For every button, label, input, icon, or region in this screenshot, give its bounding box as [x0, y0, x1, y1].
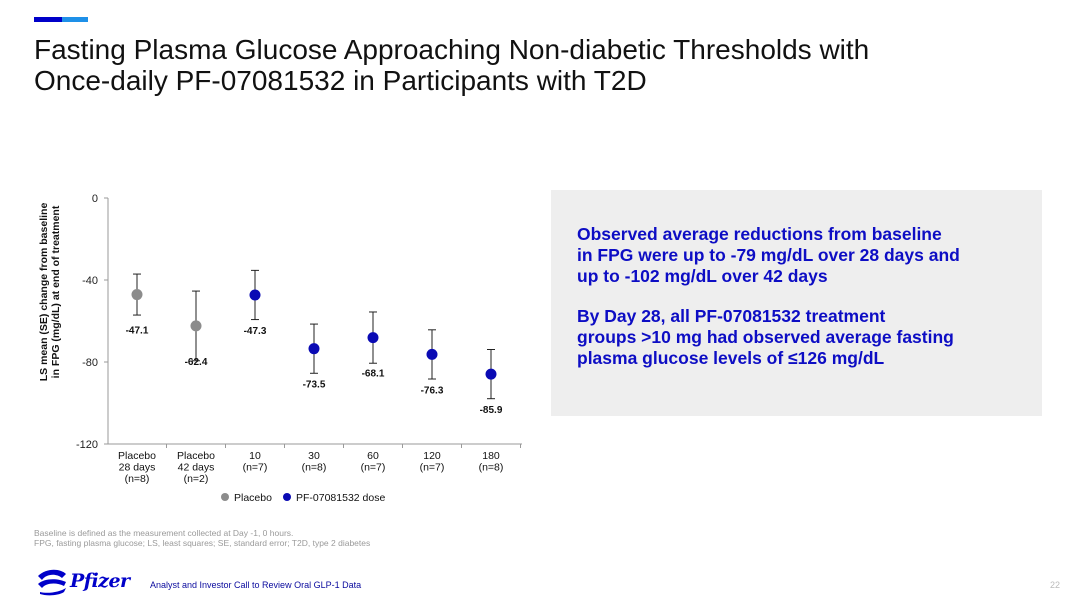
- data-point-group: -85.9: [480, 348, 503, 416]
- footer-caption: Analyst and Investor Call to Review Oral…: [150, 580, 362, 590]
- accent-bar-light: [62, 17, 88, 22]
- category-label-line: (n=7): [361, 462, 386, 474]
- footnote-1: Baseline is defined as the measurement c…: [34, 528, 294, 538]
- y-tick-label: -120: [76, 439, 98, 451]
- category-label-line: Placebo: [177, 450, 215, 462]
- data-point: [249, 289, 261, 301]
- title-line-1: Fasting Plasma Glucose Approaching Non-d…: [34, 34, 870, 65]
- category-label-line: (n=8): [125, 473, 150, 485]
- data-label: -47.3: [244, 326, 267, 337]
- data-point-group: -68.1: [362, 311, 385, 380]
- data-point: [308, 343, 320, 355]
- footnotes: Baseline is defined as the measurement c…: [34, 528, 370, 548]
- category-label: Placebo 42 days (n=2): [177, 450, 215, 485]
- category-label-line: 42 days: [178, 462, 215, 474]
- finding-2: By Day 28, all PF-07081532 treatment gro…: [577, 306, 954, 368]
- y-axis-title: LS mean (SE) change from baseline in FPG…: [38, 203, 62, 382]
- y-axis-title-line-2: in FPG (mg/dL) at end of treatment: [50, 205, 62, 378]
- category-label: 60 (n=7): [361, 450, 386, 474]
- data-point: [367, 332, 379, 344]
- data-point: [426, 348, 438, 360]
- category-label-line: 120: [423, 450, 441, 462]
- legend-label: PF-07081532 dose: [296, 492, 385, 504]
- category-label-line: (n=7): [243, 462, 268, 474]
- data-label: -68.1: [362, 369, 385, 380]
- data-point: [190, 320, 202, 332]
- data-point-group: -47.1: [126, 273, 149, 337]
- data-label: -85.9: [480, 405, 503, 416]
- y-axis-title-line-1: LS mean (SE) change from baseline: [38, 203, 50, 382]
- y-tick-label: -40: [82, 275, 98, 287]
- data-point: [485, 368, 497, 380]
- fpg-chart: LS mean (SE) change from baseline in FPG…: [30, 185, 540, 515]
- y-tick-label: 0: [92, 193, 98, 205]
- category-label: 10 (n=7): [243, 450, 268, 474]
- key-findings-callout: Observed average reductions from baselin…: [551, 190, 1042, 416]
- title-line-2: Once-daily PF-07081532 in Participants w…: [34, 65, 647, 96]
- category-label-line: 180: [482, 450, 500, 462]
- category-label-line: (n=7): [420, 462, 445, 474]
- legend: Placebo PF-07081532 dose: [221, 492, 385, 504]
- category-label-line: (n=2): [184, 473, 209, 485]
- category-label-line: Placebo: [118, 450, 156, 462]
- y-tick-label: -80: [82, 357, 98, 369]
- category-label-line: 30: [308, 450, 320, 462]
- legend-item: PF-07081532 dose: [283, 492, 385, 504]
- category-label: Placebo 28 days (n=8): [118, 450, 156, 485]
- category-label-line: (n=8): [302, 462, 327, 474]
- slide-title: Fasting Plasma Glucose Approaching Non-d…: [34, 34, 1034, 96]
- data-point-group: -62.4: [185, 290, 208, 368]
- data-marks: -47.1 -62.4 -47.3 -73.5 -68.1 -76.3 -85.9: [126, 269, 503, 416]
- category-label-line: 10: [249, 450, 261, 462]
- legend-marker: [221, 493, 229, 501]
- data-point-group: -73.5: [303, 323, 326, 391]
- legend-label: Placebo: [234, 492, 272, 504]
- category-labels: Placebo 28 days (n=8)Placebo 42 days (n=2)10…: [118, 450, 503, 485]
- category-label: 120 (n=7): [420, 450, 445, 474]
- accent-bar-dark: [34, 17, 62, 22]
- pfizer-logo-icon: [38, 569, 66, 596]
- logo-wordmark: Pfizer: [70, 570, 130, 592]
- data-point-group: -76.3: [421, 329, 444, 396]
- finding-1: Observed average reductions from baselin…: [577, 224, 960, 286]
- category-label: 180 (n=8): [479, 450, 504, 474]
- data-label: -47.1: [126, 326, 149, 337]
- legend-marker: [283, 493, 291, 501]
- legend-item: Placebo: [221, 492, 272, 504]
- footnote-2: FPG, fasting plasma glucose; LS, least s…: [34, 538, 371, 548]
- data-label: -62.4: [185, 357, 208, 368]
- data-point-group: -47.3: [244, 269, 267, 337]
- category-label-line: 60: [367, 450, 379, 462]
- chart-svg: LS mean (SE) change from baseline in FPG…: [38, 193, 522, 504]
- category-label-line: (n=8): [479, 462, 504, 474]
- category-label: 30 (n=8): [302, 450, 327, 474]
- page-number: 22: [1049, 580, 1060, 590]
- axes: 0 -40 -80 -120: [76, 193, 522, 451]
- data-label: -73.5: [303, 380, 326, 391]
- data-point: [131, 289, 143, 301]
- data-label: -76.3: [421, 385, 444, 396]
- category-label-line: 28 days: [119, 462, 156, 474]
